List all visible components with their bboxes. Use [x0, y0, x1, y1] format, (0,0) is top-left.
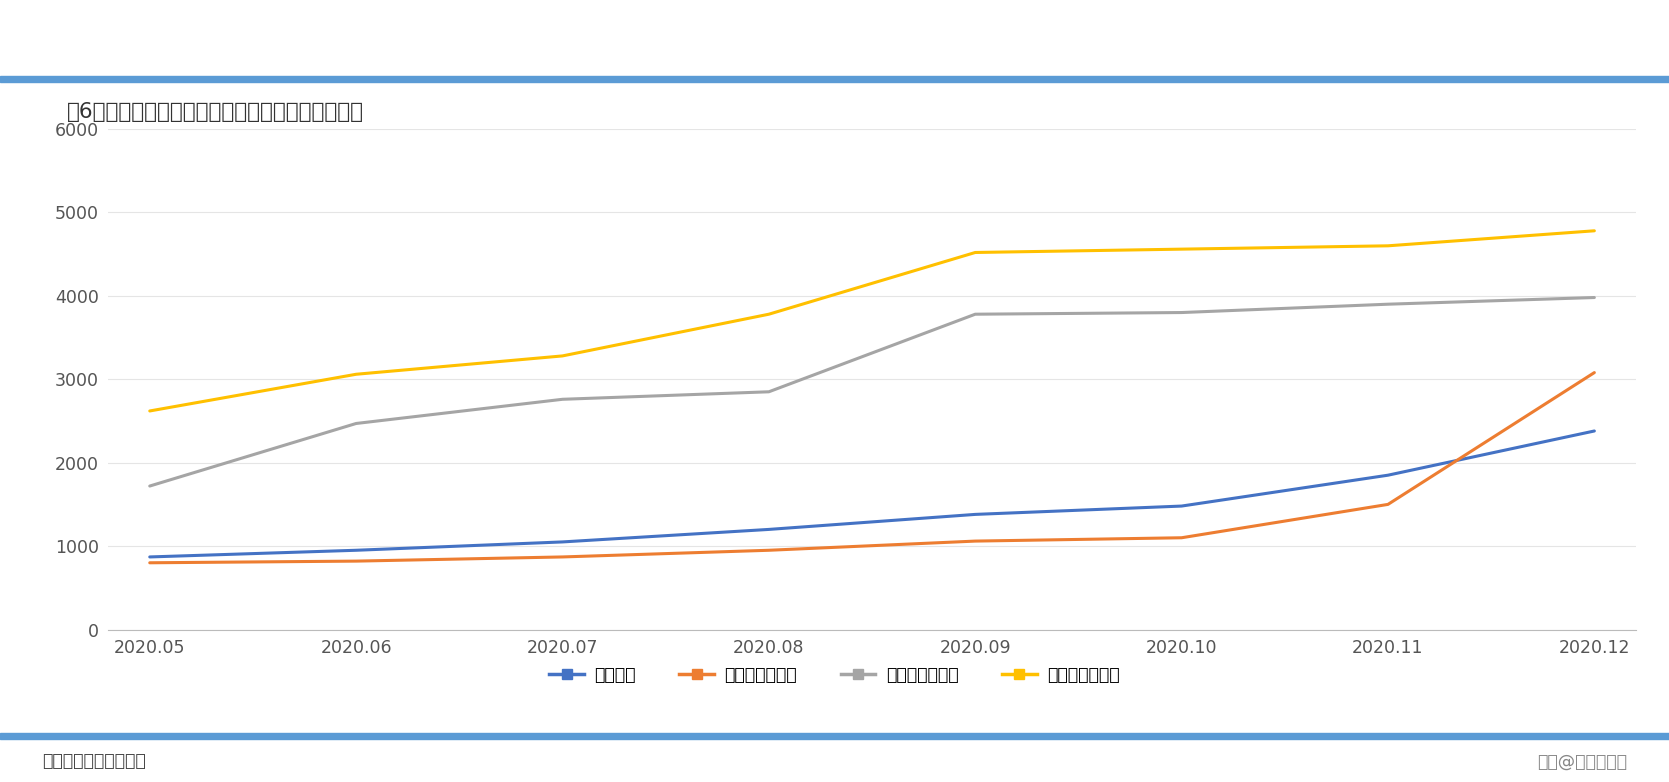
Text: 资料来源：交通运输部: 资料来源：交通运输部 — [42, 752, 145, 770]
Legend: 综合指数, 欧洲（基本港）, 美西（基本港）, 美东（基本港）: 综合指数, 欧洲（基本港）, 美西（基本港）, 美东（基本港） — [542, 659, 1127, 691]
Text: 头条@理性经济人: 头条@理性经济人 — [1537, 752, 1627, 770]
Text: 图6：海外需求增加，上海出口集装箱运价指数高涨: 图6：海外需求增加，上海出口集装箱运价指数高涨 — [67, 102, 364, 122]
